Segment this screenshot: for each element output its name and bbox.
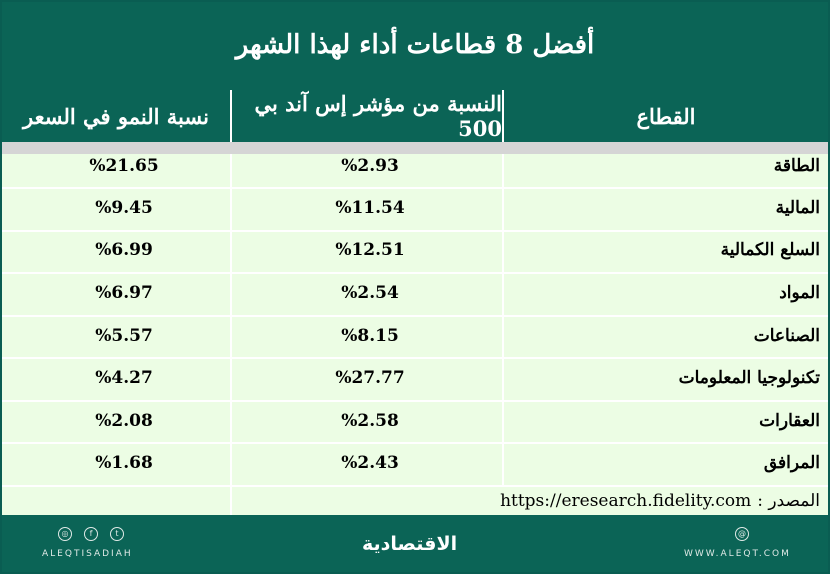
- index-share-cell: %12.51: [335, 240, 405, 260]
- source-label: المصدر :: [757, 491, 820, 511]
- header-growth: نسبة النمو في السعر: [2, 90, 230, 142]
- sector-cell: الصناعات: [753, 326, 820, 346]
- index-share-cell: %2.58: [341, 411, 399, 431]
- footer-site[interactable]: WWW.ALEQT.COM: [684, 549, 791, 559]
- growth-cell: %6.99: [95, 240, 153, 260]
- growth-cell: %5.57: [95, 326, 153, 346]
- row-divider: [2, 315, 828, 317]
- column-divider: [502, 154, 504, 487]
- header-index-share: النسبة من مؤشر إس آند بي 500: [232, 90, 502, 142]
- facebook-icon[interactable]: f: [84, 527, 98, 541]
- row-divider: [2, 272, 828, 274]
- index-share-cell: %11.54: [335, 198, 405, 218]
- row-divider: [2, 357, 828, 359]
- sector-cell: العقارات: [759, 411, 820, 431]
- sector-cell: الطاقة: [773, 156, 820, 176]
- row-divider: [2, 230, 828, 232]
- growth-cell: %21.65: [89, 156, 159, 176]
- column-divider: [230, 154, 232, 515]
- sector-cell: المواد: [779, 283, 820, 303]
- growth-cell: %4.27: [95, 368, 153, 388]
- index-share-cell: %2.43: [341, 453, 399, 473]
- source-link[interactable]: https://eresearch.fidelity.com: [500, 491, 752, 511]
- brand-logo: الاقتصادية: [362, 533, 458, 555]
- source-line: المصدر : https://eresearch.fidelity.com: [232, 487, 826, 515]
- table-body: [2, 154, 828, 515]
- row-divider: [2, 400, 828, 402]
- header-separator: [2, 142, 828, 154]
- globe-icon[interactable]: @: [735, 527, 749, 541]
- row-divider: [2, 485, 828, 487]
- sector-cell: تكنولوجيا المعلومات: [678, 368, 820, 388]
- footer-bar: ◎ f t ALEQTISADIAH الاقتصادية @ WWW.ALEQ…: [2, 515, 828, 572]
- table-title: أفضل 8 قطاعات أداء لهذا الشهر: [2, 2, 828, 88]
- growth-cell: %1.68: [95, 453, 153, 473]
- index-share-cell: %27.77: [335, 368, 405, 388]
- index-share-cell: %8.15: [341, 326, 399, 346]
- growth-cell: %9.45: [95, 198, 153, 218]
- row-divider: [2, 442, 828, 444]
- index-share-cell: %2.93: [341, 156, 399, 176]
- footer-handle: ALEQTISADIAH: [42, 549, 133, 559]
- instagram-icon[interactable]: ◎: [58, 527, 72, 541]
- sector-cell: المالية: [775, 198, 820, 218]
- index-share-cell: %2.54: [341, 283, 399, 303]
- sector-cell: المرافق: [763, 453, 820, 473]
- sector-cell: السلع الكمالية: [720, 240, 820, 260]
- growth-cell: %6.97: [95, 283, 153, 303]
- row-divider: [2, 187, 828, 189]
- twitter-icon[interactable]: t: [110, 527, 124, 541]
- header-sector: القطاع: [504, 90, 828, 142]
- header-divider: [502, 90, 504, 142]
- growth-cell: %2.08: [95, 411, 153, 431]
- header-divider: [230, 90, 232, 142]
